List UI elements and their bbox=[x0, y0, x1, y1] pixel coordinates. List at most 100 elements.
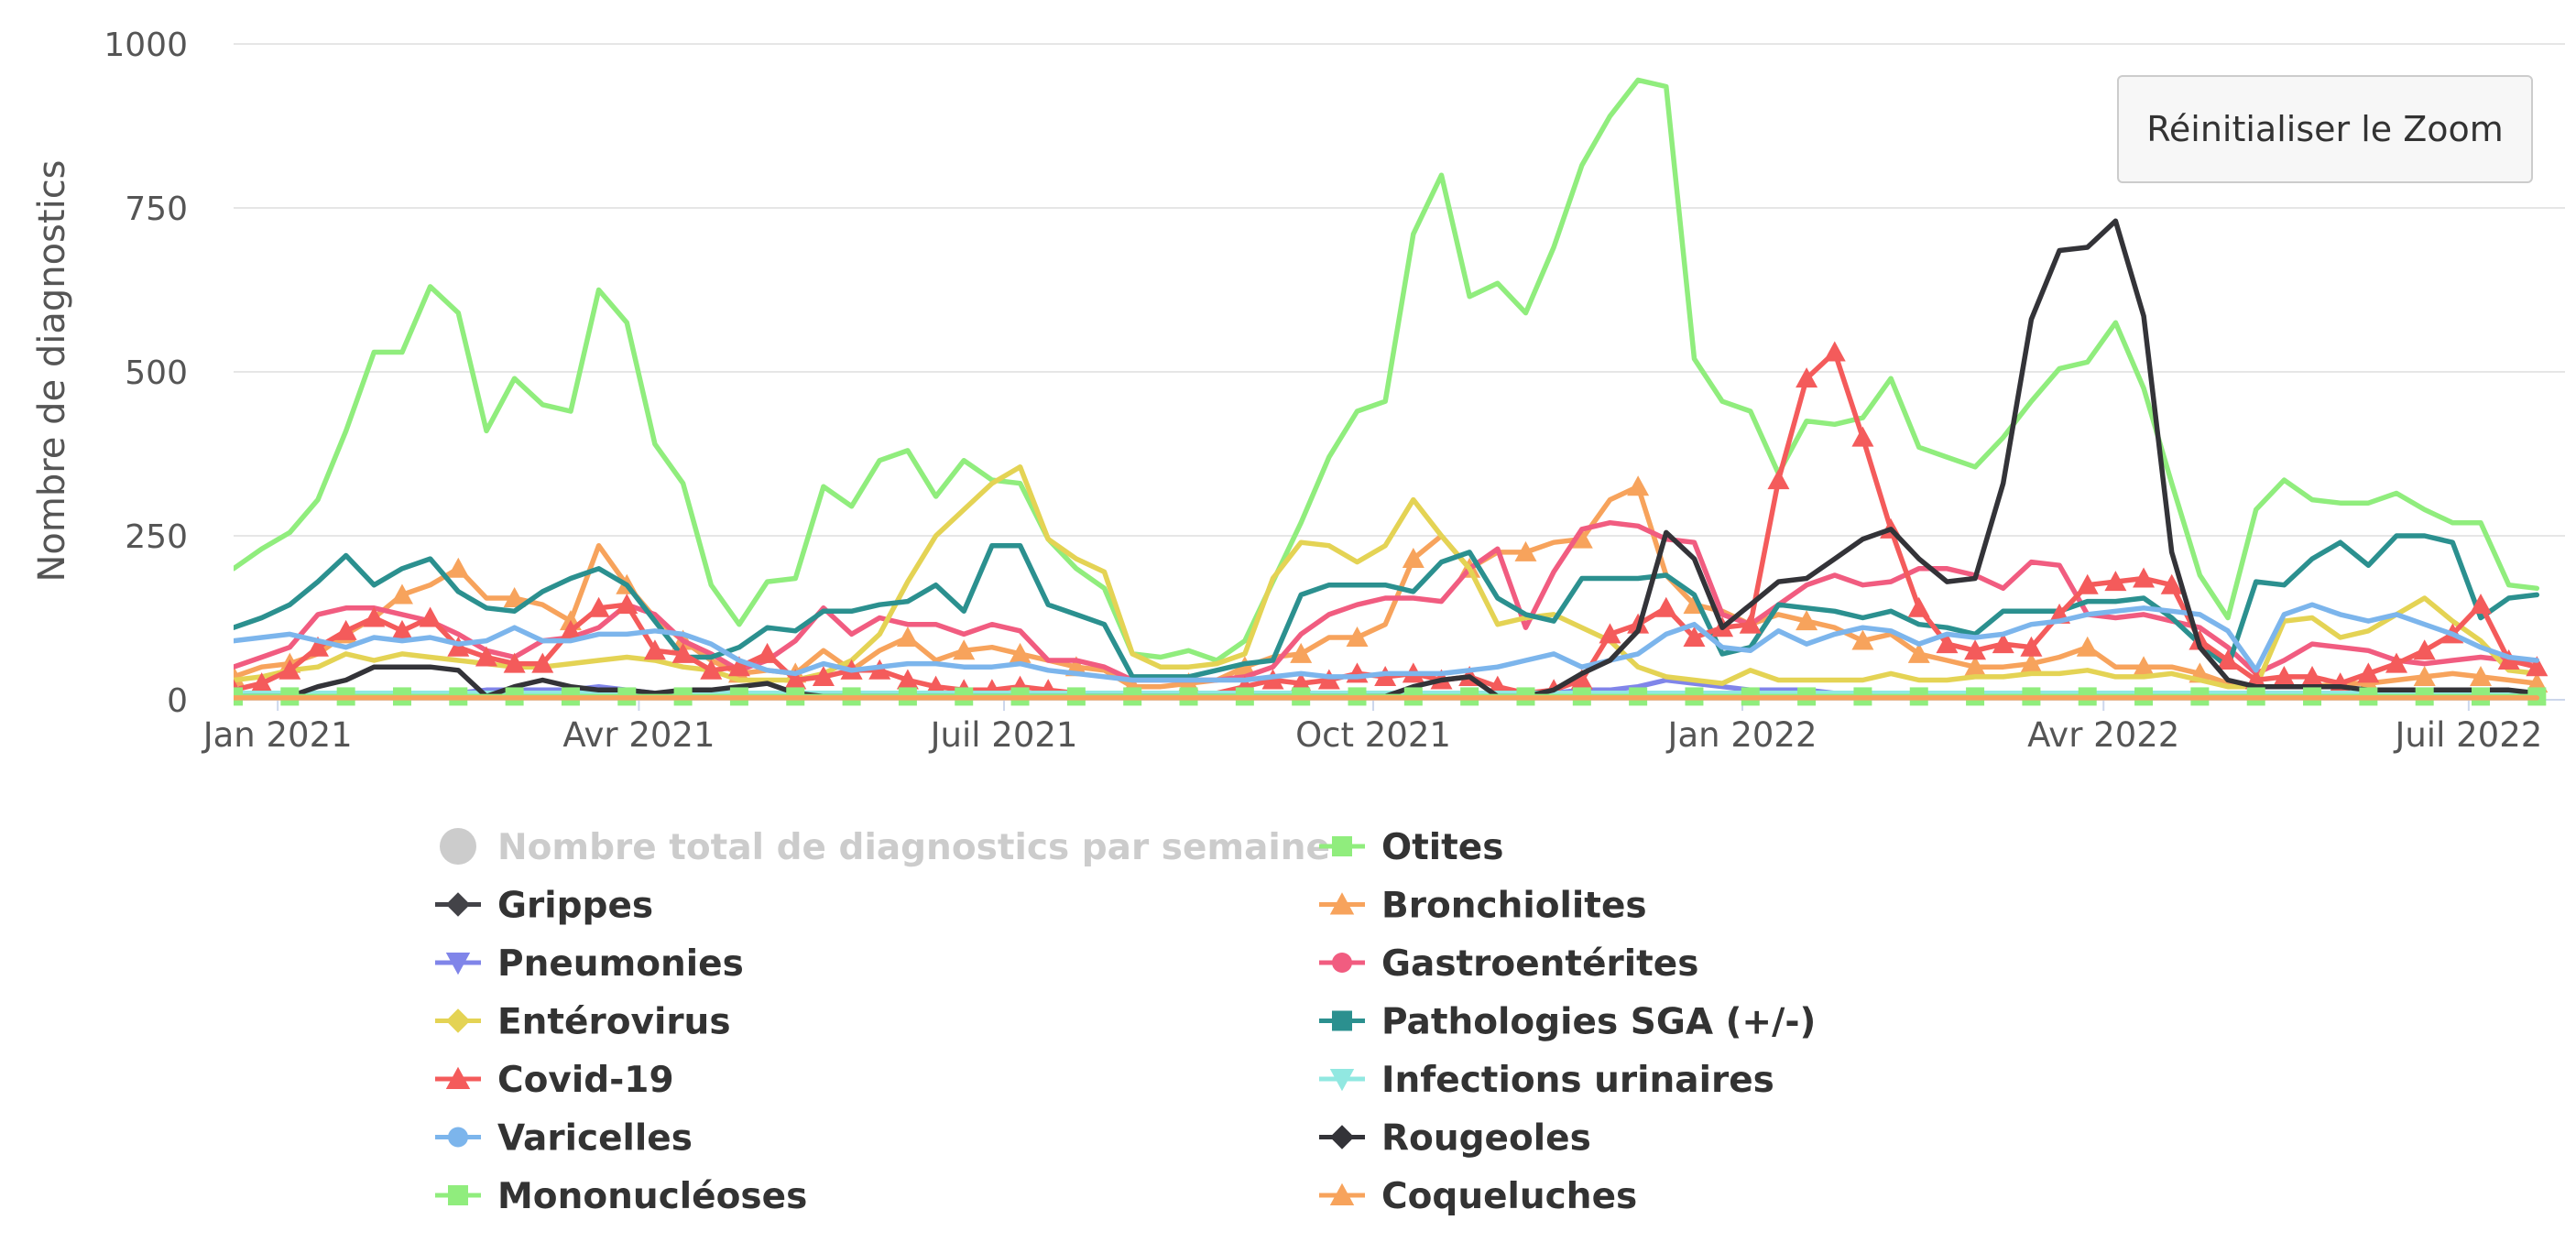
series-layer bbox=[234, 77, 2549, 706]
data-point bbox=[1570, 669, 1593, 690]
legend-item[interactable]: Mononucléoses bbox=[435, 1176, 807, 1217]
data-point bbox=[2020, 636, 2043, 657]
data-point bbox=[1907, 596, 1930, 617]
legend-symbol bbox=[448, 1127, 468, 1148]
data-point bbox=[700, 659, 723, 680]
legend-symbol bbox=[445, 1008, 471, 1033]
legend-label: Covid-19 bbox=[497, 1060, 674, 1101]
data-point bbox=[390, 619, 413, 640]
y-axis-ticks: 0 250 500 750 1000 bbox=[104, 27, 188, 720]
legend-item[interactable]: Gastroentérites bbox=[1319, 943, 1698, 985]
series-line bbox=[234, 77, 2540, 663]
data-point bbox=[334, 619, 357, 640]
data-point bbox=[2217, 649, 2240, 670]
data-point bbox=[1823, 341, 1846, 362]
data-point bbox=[475, 646, 497, 667]
data-point bbox=[953, 639, 976, 660]
reset-zoom-button[interactable]: Réinitialiser le Zoom bbox=[2117, 75, 2533, 183]
legend-item[interactable]: Pneumonies bbox=[435, 943, 744, 985]
y-axis-title: Nombre de diagnostics bbox=[31, 159, 73, 582]
data-point bbox=[1936, 633, 1959, 654]
legend-symbol bbox=[1329, 1182, 1355, 1205]
legend-item[interactable]: Pathologies SGA (+/-) bbox=[1319, 1002, 1816, 1043]
x-tick-label: Juil 2022 bbox=[2393, 715, 2542, 755]
y-tick-label: 0 bbox=[167, 682, 188, 720]
series-ent-rovirus bbox=[234, 464, 2540, 690]
series-line bbox=[234, 464, 2540, 690]
legend-item[interactable]: Varicelles bbox=[435, 1118, 693, 1160]
data-point bbox=[1346, 626, 1369, 647]
data-point bbox=[531, 652, 554, 673]
data-point bbox=[1290, 642, 1313, 663]
data-point bbox=[2273, 665, 2296, 686]
series-pathologies-sga- bbox=[234, 533, 2540, 680]
legend-item[interactable]: Rougeoles bbox=[1319, 1118, 1591, 1160]
legend-item[interactable]: Grippes bbox=[435, 886, 653, 927]
legend-label: Pathologies SGA (+/-) bbox=[1381, 1002, 1816, 1043]
data-point bbox=[2470, 594, 2493, 615]
legend-label: Bronchiolites bbox=[1381, 886, 1647, 927]
legend-label: Grippes bbox=[497, 886, 653, 927]
legend-item[interactable]: Bronchiolites bbox=[1319, 886, 1647, 927]
data-point bbox=[1851, 629, 1874, 650]
data-point bbox=[2413, 639, 2436, 660]
data-point bbox=[447, 557, 470, 578]
data-point bbox=[503, 652, 526, 673]
data-point bbox=[2526, 656, 2549, 677]
legend-symbol bbox=[1329, 892, 1355, 915]
data-point bbox=[1009, 642, 1031, 663]
data-point bbox=[1964, 639, 1987, 660]
legend-label: Varicelles bbox=[497, 1118, 693, 1160]
legend-label: Gastroentérites bbox=[1381, 943, 1698, 985]
legend-label: Coqueluches bbox=[1381, 1176, 1637, 1217]
data-point bbox=[616, 594, 639, 615]
legend-symbol bbox=[1329, 1125, 1355, 1149]
data-point bbox=[756, 642, 779, 663]
series-otites bbox=[234, 77, 2540, 663]
data-point bbox=[2020, 652, 2043, 673]
series-line bbox=[234, 533, 2540, 680]
data-point bbox=[812, 665, 835, 686]
data-point bbox=[1402, 548, 1424, 569]
legend-item[interactable]: Coqueluches bbox=[1319, 1176, 1637, 1217]
data-point bbox=[896, 669, 919, 690]
data-point bbox=[559, 619, 582, 640]
legend-item[interactable]: Infections urinaires bbox=[1319, 1060, 1774, 1101]
data-point bbox=[503, 587, 526, 608]
data-point bbox=[1992, 633, 2014, 654]
legend-label: Nombre total de diagnostics par semaine bbox=[497, 827, 1330, 868]
data-point bbox=[2301, 665, 2324, 686]
data-point bbox=[2470, 665, 2493, 686]
data-point bbox=[2385, 652, 2408, 673]
legend-symbol bbox=[1329, 1069, 1355, 1092]
x-axis-ticks: Jan 2021 Avr 2021 Juil 2021 Oct 2021 Jan 202… bbox=[202, 700, 2542, 755]
x-tick-label: Jan 2022 bbox=[1666, 715, 1817, 755]
y-tick-label: 750 bbox=[125, 191, 188, 228]
legend-item[interactable]: Covid-19 bbox=[435, 1060, 674, 1101]
data-point bbox=[2133, 656, 2156, 677]
legend-item[interactable]: Entérovirus bbox=[435, 1002, 731, 1043]
legend-symbol bbox=[440, 828, 476, 865]
data-point bbox=[2413, 665, 2436, 686]
data-point bbox=[1570, 528, 1593, 549]
data-point bbox=[390, 583, 413, 605]
data-point bbox=[1654, 596, 1677, 617]
data-point bbox=[1796, 610, 1818, 631]
data-point bbox=[306, 636, 329, 657]
series-varicelles bbox=[234, 602, 2540, 683]
data-point bbox=[1907, 642, 1930, 663]
legend-label: Rougeoles bbox=[1381, 1118, 1591, 1160]
data-point bbox=[1851, 426, 1874, 447]
data-point bbox=[587, 596, 610, 617]
legend-label: Pneumonies bbox=[497, 943, 744, 985]
legend-label: Infections urinaires bbox=[1381, 1060, 1774, 1101]
legend-item[interactable]: Nombre total de diagnostics par semaine bbox=[440, 827, 1330, 868]
data-point bbox=[2076, 636, 2099, 657]
y-tick-label: 500 bbox=[125, 354, 188, 392]
legend-symbol bbox=[445, 892, 471, 917]
data-point bbox=[671, 642, 694, 663]
legend-symbol bbox=[445, 953, 471, 975]
legend-item[interactable]: Otites bbox=[1319, 827, 1503, 868]
legend-label: Entérovirus bbox=[497, 1002, 731, 1043]
y-tick-label: 250 bbox=[125, 518, 188, 556]
